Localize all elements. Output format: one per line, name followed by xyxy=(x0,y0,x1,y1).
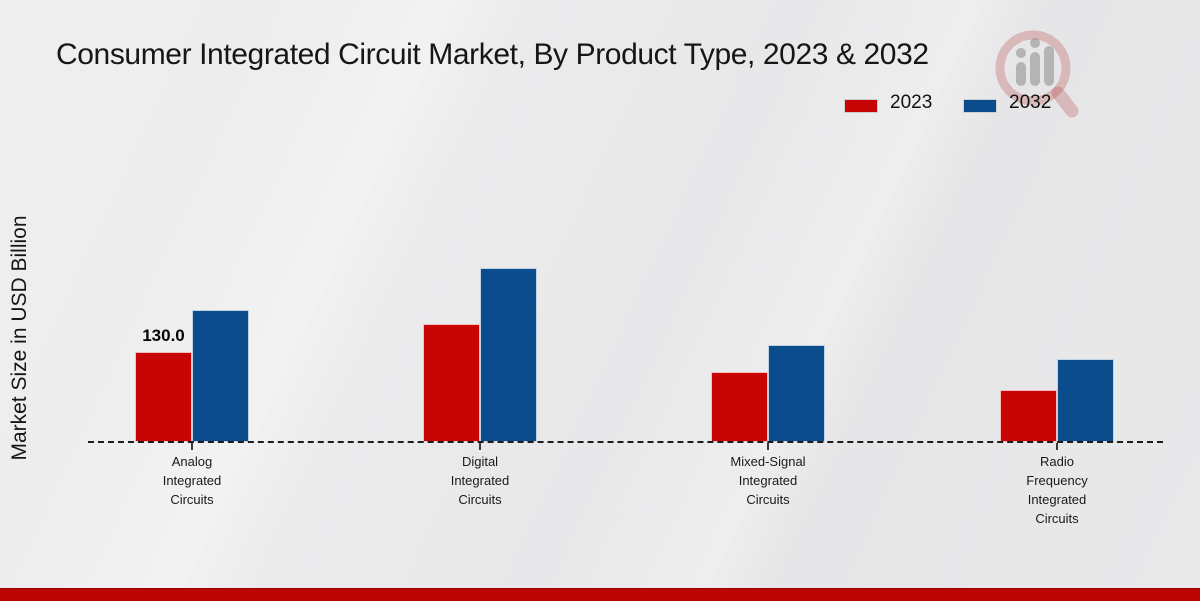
x-category-label-mixed-signal-integrated-circuits: Mixed-Signal Integrated Circuits xyxy=(730,454,806,507)
bar-2032-digital-integrated-circuits xyxy=(480,268,537,442)
legend-swatch-2032 xyxy=(963,99,997,113)
x-tick-digital-integrated-circuits xyxy=(479,443,481,450)
x-tick-analog-integrated-circuits xyxy=(191,443,193,450)
x-category-label-radio-frequency-integrated-circuits: Radio Frequency Integrated Circuits xyxy=(1026,454,1088,526)
bar-2032-mixed-signal-integrated-circuits xyxy=(768,345,825,442)
footer-accent-strip xyxy=(0,588,1200,601)
x-tick-radio-frequency-integrated-circuits xyxy=(1056,443,1058,450)
x-tick-mixed-signal-integrated-circuits xyxy=(767,443,769,450)
bar-2032-analog-integrated-circuits xyxy=(192,310,249,442)
bar-2023-digital-integrated-circuits xyxy=(423,324,480,442)
chart-title: Consumer Integrated Circuit Market, By P… xyxy=(56,38,929,71)
bar-value-label-2023-analog-integrated-circuits: 130.0 xyxy=(142,326,185,345)
bar-2032-radio-frequency-integrated-circuits xyxy=(1057,359,1114,442)
bar-2023-mixed-signal-integrated-circuits xyxy=(711,372,768,442)
bar-2023-analog-integrated-circuits xyxy=(135,352,192,442)
x-category-label-digital-integrated-circuits: Digital Integrated Circuits xyxy=(450,454,510,507)
legend-label-2023: 2023 xyxy=(890,92,933,113)
bar-2023-radio-frequency-integrated-circuits xyxy=(1000,390,1057,442)
x-axis-baseline xyxy=(88,441,1163,443)
legend-label-2032: 2032 xyxy=(1009,92,1052,113)
legend-swatch-2023 xyxy=(844,99,878,113)
x-category-label-analog-integrated-circuits: Analog Integrated Circuits xyxy=(162,454,222,507)
